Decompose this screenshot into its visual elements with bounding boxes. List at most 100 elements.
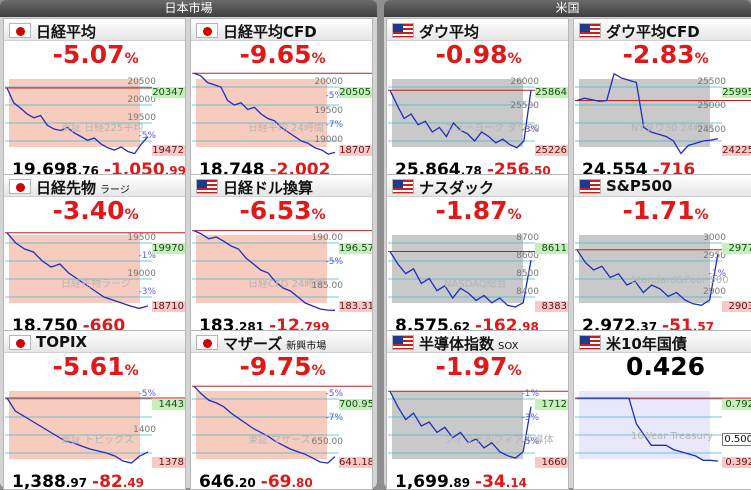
tile-nikkei-usd[interactable]: 日経ドル換算 -6.53% 日経CFD 24時間 190.00 -5% 185.00 196… (190, 174, 373, 334)
tile-name: 半導体指数 SOX (419, 335, 519, 353)
chart-tick-label: -1% (138, 251, 156, 261)
price-change: -162.98 (475, 316, 539, 334)
chart-tick-label: 185.00 (311, 281, 344, 291)
chart-range-band (579, 235, 710, 303)
chart-tick-label: 19000 (314, 134, 343, 145)
tile-header: S&P500 (574, 175, 751, 197)
price-decimal: .78 (460, 164, 482, 178)
intraday-chart[interactable]: ニューヨーク ダウ30 26000 25500 -3% 25864 25226 (388, 69, 568, 159)
chart-tick-label: -5% (325, 389, 343, 399)
chart-low-tag: 183.31 (339, 301, 373, 312)
price-decimal: .281 (234, 320, 265, 334)
tile-dow-cfd[interactable]: ダウ平均CFD -2.83% NYダウ30 24時間 25500 25000 24500 2… (573, 18, 751, 178)
intraday-chart[interactable]: NASDAQ総合 8700 8600 8500 8400 8611 8383 (388, 225, 568, 315)
price-row: 2,972.37 -51.57 (582, 316, 715, 334)
intraday-chart[interactable]: 東証 トピックス -5% 1400 1443 1378 (5, 381, 185, 471)
intraday-chart[interactable]: NYダウ30 24時間 25500 25000 24500 25995 24225 (575, 69, 751, 159)
intraday-chart[interactable]: 日経先物ラージ 19500 -1% 19000 -3% 19970 18710 (5, 225, 185, 315)
tile-nikkei-cfd[interactable]: 日経平均CFD -9.65% 日経平均 24時間 20000 -5% 19500 -7% 19… (190, 18, 373, 178)
chart-high-tag: 25995 (722, 87, 751, 98)
chart-low-tag: 8383 (535, 301, 568, 312)
intraday-chart[interactable]: 東証 マザーズ -5% -7% 650.00 700.95 641.18 (192, 381, 372, 471)
chart-low-tag: 18710 (152, 301, 185, 312)
chart-high-tag: 2977 (722, 243, 751, 254)
tile-header: 日経先物 ラージ (4, 175, 185, 197)
change-percent: -1.71% (622, 196, 709, 225)
chart-series-line (389, 391, 532, 459)
chart-low-tag: 24225 (722, 145, 751, 156)
chart-tick-label: 8700 (516, 233, 539, 243)
chart-svg (5, 391, 185, 464)
intraday-chart[interactable]: フィラデルフィア半導体 -1% -3% -5% 1712 1660 (388, 381, 568, 471)
change-percent: 0.426 (626, 352, 706, 381)
chart-watermark: 10-Year Treasury (631, 431, 713, 442)
tile-topix[interactable]: TOPIX -5.61% 東証 トピックス -5% 1400 1443 1378 1,388.… (3, 330, 186, 490)
tile-nasdaq[interactable]: ナスダック -1.87% NASDAQ総合 8700 8600 8500 8400 8611 8… (386, 174, 569, 334)
chart-tick-label: -5% (325, 91, 343, 102)
japan-flag-icon (196, 335, 218, 350)
tile-subname: 新興市場 (286, 341, 327, 352)
chart-watermark: 東証 マザーズ (248, 435, 311, 446)
tile-sox[interactable]: 半導体指数 SOX -1.97% フィラデルフィア半導体 -1% -3% -5% 1712 16… (386, 330, 569, 490)
chart-high-tag: 20347 (152, 87, 185, 98)
tile-name: 日経平均 (36, 23, 97, 41)
chart-watermark: ニューヨーク ダウ30 (444, 123, 540, 134)
price-value: 8,575 (395, 316, 449, 334)
price-row: 8,575.62 -162.98 (395, 316, 539, 334)
chart-svg (192, 72, 372, 155)
chart-high-tag: 1712 (535, 399, 568, 410)
price-change: -2,002 (269, 160, 331, 178)
intraday-chart[interactable]: 日経CFD 24時間 190.00 -5% 185.00 196.57 183.31 (192, 225, 373, 315)
chart-range-band (392, 391, 523, 459)
tile-header: ダウ平均 (387, 19, 568, 41)
tile-header: 日経ドル換算 (191, 175, 372, 197)
tile-nikkei[interactable]: 日経平均 -5.07% 東証 日経225平均 20500 20000 19500 -5% 20… (3, 18, 186, 178)
intraday-chart[interactable]: Standard&Poor 500 3000 2950 -1% 2900 2977 2903 (575, 225, 751, 315)
tile-name: マザーズ 新興市場 (223, 335, 327, 353)
tile-header: 米10年国債 (574, 331, 751, 353)
change-percent: -5.61% (52, 352, 139, 381)
price-decimal: .20 (234, 476, 256, 490)
tile-header: ダウ平均CFD (574, 19, 751, 41)
japan-flag-icon (196, 23, 218, 38)
chart-tick-label: -3% (138, 287, 156, 297)
change-percent: -9.65% (239, 40, 326, 69)
chart-tick-label: 24500 (697, 125, 726, 135)
chart-tick-label: -5% (521, 437, 539, 447)
tile-name: 日経ドル換算 (223, 179, 314, 197)
chart-watermark: 日経平均 24時間 (248, 123, 324, 134)
chart-tick-label: 25000 (697, 101, 726, 111)
price-decimal: .62 (448, 320, 471, 334)
tile-dow[interactable]: ダウ平均 -0.98% ニューヨーク ダウ30 26000 25500 -3% 25864 2… (386, 18, 569, 178)
price-row: 183.281 -12.799 (199, 316, 329, 334)
price-row: 25,864.78 -256.50 (395, 160, 551, 178)
tile-mothers[interactable]: マザーズ 新興市場 -9.75% 東証 マザーズ -5% -7% 650.00 700.95 6… (190, 330, 373, 490)
intraday-chart[interactable]: 10-Year Treasury 0.792 0.500 0.392 (575, 381, 751, 471)
price-value: 1,699 (395, 472, 449, 490)
chart-range-band (579, 79, 710, 147)
chart-range-band (579, 391, 710, 459)
price-change: -660 (82, 316, 126, 334)
price-row: 24,554 -716 (582, 160, 695, 177)
change-percent: -1.97% (435, 352, 522, 381)
chart-tick-label: 650.00 (311, 437, 344, 447)
intraday-chart[interactable]: 東証 日経225平均 20500 20000 19500 -5% 20347 19472 (5, 69, 185, 159)
tile-nikkei-fut[interactable]: 日経先物 ラージ -3.40% 日経先物ラージ 19500 -1% 19000 -3% 1997… (3, 174, 186, 334)
tile-sp500[interactable]: S&P500 -1.71% Standard&Poor 500 3000 2950 -1%… (573, 174, 751, 334)
price-change: -34.14 (475, 472, 528, 490)
price-row: 18,748 -2,002 (199, 160, 331, 178)
price-decimal: .37 (635, 320, 658, 334)
chart-watermark: NYダウ30 24時間 (631, 123, 714, 134)
chart-tick-label: -7% (325, 413, 343, 423)
intraday-chart[interactable]: 日経平均 24時間 20000 -5% 19500 -7% 19000 20505 18707 (192, 69, 372, 159)
chart-watermark: 東証 トピックス (61, 435, 134, 446)
us-flag-icon (392, 23, 414, 38)
price-decimal: .76 (77, 164, 99, 178)
tile-subname: ラージ (100, 185, 130, 196)
chart-tick-label: 190.00 (311, 233, 344, 243)
price-change: -51.57 (662, 316, 715, 334)
chart-watermark: 日経CFD 24時間 (248, 279, 325, 290)
us-flag-icon (579, 335, 601, 350)
chart-low-tag: 18707 (339, 145, 372, 156)
